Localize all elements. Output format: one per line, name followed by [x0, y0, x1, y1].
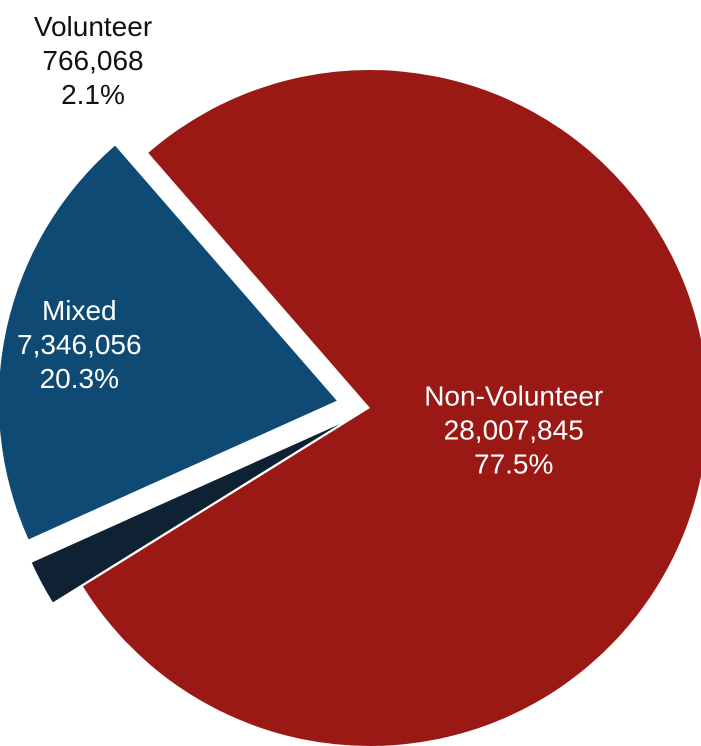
pie-label-value: 7,346,056	[17, 329, 142, 360]
pie-slice-volunteer	[31, 423, 340, 603]
pie-label-value: 766,068	[42, 45, 143, 76]
pie-label-name: Non-Volunteer	[424, 381, 603, 412]
pie-label-percent: 77.5%	[474, 449, 553, 480]
pie-label-percent: 2.1%	[61, 79, 125, 110]
pie-label-value: 28,007,845	[444, 415, 584, 446]
pie-label-name: Volunteer	[34, 11, 152, 42]
pie-slices	[0, 70, 701, 746]
pie-label-percent: 20.3%	[40, 363, 119, 394]
pie-slice-non-volunteer	[82, 70, 701, 746]
pie-label-name: Mixed	[42, 295, 117, 326]
pie-slice-mixed	[0, 145, 337, 540]
